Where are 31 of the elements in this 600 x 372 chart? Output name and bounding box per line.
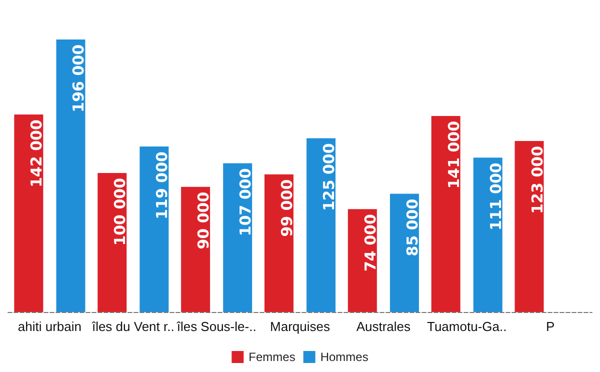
x-tick-label: Australes xyxy=(356,319,412,334)
bar xyxy=(431,116,460,312)
data-label: 125 000 xyxy=(320,143,338,212)
x-tick-label: îles Sous-le-.. xyxy=(176,319,256,334)
x-tick-label: ahiti urbain xyxy=(18,319,82,334)
data-label: 90 000 xyxy=(194,192,213,250)
data-label: 119 000 xyxy=(153,152,172,220)
data-label: 85 000 xyxy=(403,198,422,256)
data-label: 111 000 xyxy=(486,162,505,231)
data-label: 141 000 xyxy=(444,120,463,189)
data-label: 142 000 xyxy=(28,120,46,188)
bar xyxy=(223,163,252,312)
data-label: 99 000 xyxy=(278,179,296,237)
x-tick-label: Marquises xyxy=(270,319,330,334)
bar xyxy=(264,174,294,312)
legend-label: Femmes xyxy=(248,350,296,364)
bar xyxy=(473,158,502,312)
x-tick-label: P xyxy=(546,319,555,334)
x-tick-label: îles du Vent r.. xyxy=(90,319,174,334)
bar xyxy=(140,146,169,312)
x-tick-label: Tuamotu-Ga.. xyxy=(427,319,507,334)
data-label: 107 000 xyxy=(236,168,255,236)
bar xyxy=(56,39,86,312)
data-label: 123 000 xyxy=(528,146,546,214)
data-label: 100 000 xyxy=(111,178,130,246)
data-label: 74 000 xyxy=(361,214,380,272)
bar xyxy=(14,114,44,312)
legend-label: Hommes xyxy=(320,350,368,364)
data-label: 196 000 xyxy=(70,44,88,112)
bar xyxy=(514,140,544,312)
bar xyxy=(306,138,336,312)
